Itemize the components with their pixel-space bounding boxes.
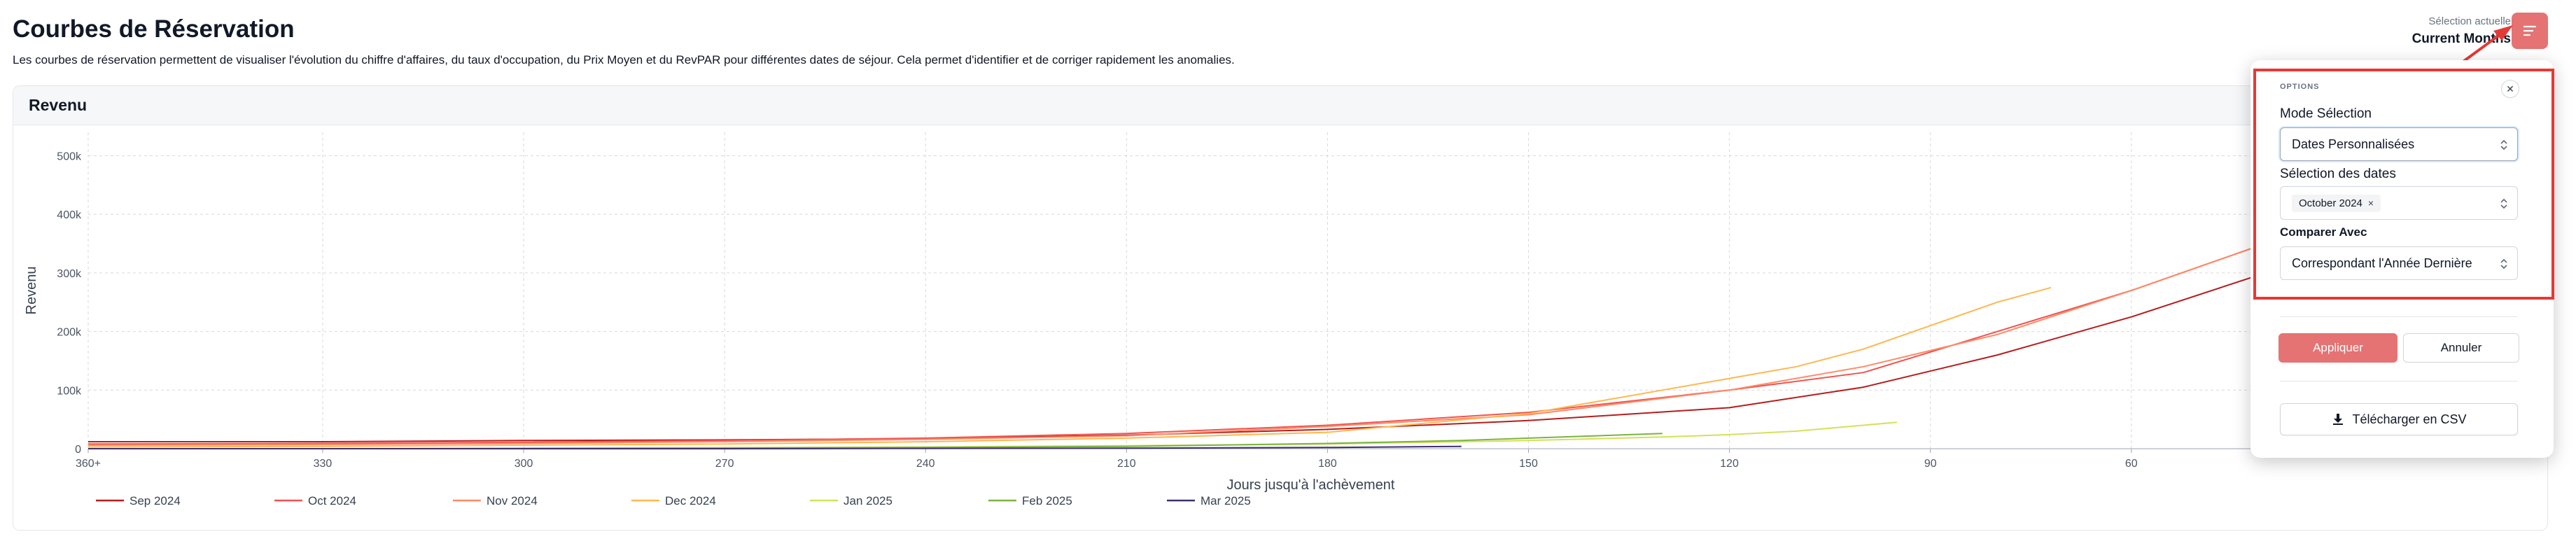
- series-line: [88, 286, 2052, 448]
- legend-label: Oct 2024: [308, 494, 356, 507]
- series-line: [88, 445, 1462, 449]
- options-menu-button[interactable]: [2512, 13, 2548, 49]
- y-tick-label: 500k: [57, 150, 82, 162]
- x-tick-label: 330: [314, 458, 332, 470]
- apply-button[interactable]: Appliquer: [2278, 333, 2398, 363]
- y-tick-label: 200k: [57, 327, 82, 339]
- date-chip: October 2024 ×: [2292, 194, 2381, 212]
- x-tick-label: 300: [514, 458, 533, 470]
- menu-lines-icon: [2523, 25, 2537, 36]
- dates-selection-select[interactable]: October 2024 ×: [2280, 186, 2518, 220]
- revenue-card: Revenu 0 100k 200k 300k 400k 500k 360+ 330 300 27…: [13, 85, 2548, 531]
- options-popup: OPTIONS ✕ Mode Sélection Dates Personnal…: [2250, 60, 2554, 458]
- download-icon: [2333, 414, 2344, 425]
- y-tick-label: 100k: [57, 385, 82, 397]
- legend-label: Jan 2025: [844, 494, 892, 507]
- legend-label: Feb 2025: [1022, 494, 1072, 507]
- download-csv-button[interactable]: Télécharger en CSV: [2280, 403, 2518, 435]
- current-selection-label: Sélection actuelle: [2428, 15, 2511, 27]
- x-tick-label: 270: [715, 458, 734, 470]
- x-tick-label: 60: [2125, 458, 2138, 470]
- legend-label: Dec 2024: [665, 494, 716, 507]
- compare-with-select[interactable]: Correspondant l'Année Dernière: [2280, 246, 2518, 280]
- date-chip-label: October 2024: [2299, 197, 2362, 209]
- date-chip-remove-icon[interactable]: ×: [2367, 197, 2374, 209]
- y-axis-label: Revenu: [24, 267, 39, 315]
- legend-label: Nov 2024: [486, 494, 538, 507]
- y-tick-label: 0: [75, 444, 81, 456]
- close-icon[interactable]: ✕: [2501, 80, 2519, 98]
- compare-with-label: Comparer Avec: [2280, 225, 2367, 239]
- mode-selection-label: Mode Sélection: [2280, 106, 2372, 121]
- x-tick-label: 90: [1924, 458, 1937, 470]
- chevron-updown-icon: [2500, 258, 2507, 270]
- dates-selection-label: Sélection des dates: [2280, 167, 2396, 181]
- legend-label: Mar 2025: [1200, 494, 1251, 507]
- chevron-updown-icon: [2500, 139, 2507, 150]
- x-tick-label: 360+: [76, 458, 101, 470]
- mode-selection-value: Dates Personnalisées: [2292, 136, 2415, 151]
- revenue-card-header: Revenu: [13, 86, 2547, 125]
- y-tick-label: 400k: [57, 209, 82, 221]
- x-tick-label: 240: [916, 458, 935, 470]
- series-line: [88, 172, 2534, 442]
- y-tick-label: 300k: [57, 268, 82, 280]
- divider: [2280, 381, 2518, 382]
- page-title: Courbes de Réservation: [13, 15, 295, 43]
- cancel-button[interactable]: Annuler: [2403, 333, 2519, 363]
- divider: [2280, 316, 2518, 317]
- chevron-updown-icon: [2500, 198, 2507, 209]
- page-description: Les courbes de réservation permettent de…: [13, 53, 1235, 66]
- x-tick-label: 210: [1117, 458, 1136, 470]
- x-axis-label: Jours jusqu'à l'achèvement: [1227, 477, 1395, 493]
- options-heading: OPTIONS: [2280, 83, 2320, 91]
- compare-with-value: Correspondant l'Année Dernière: [2292, 255, 2472, 270]
- revenue-chart: 0 100k 200k 300k 400k 500k 360+ 330 300 270 240 210…: [24, 132, 2534, 507]
- x-tick-label: 150: [1519, 458, 1538, 470]
- current-selection: Sélection actuelle Current Months: [2412, 15, 2511, 47]
- download-csv-label: Télécharger en CSV: [2352, 412, 2467, 426]
- x-tick-label: 180: [1318, 458, 1337, 470]
- x-tick-label: 120: [1720, 458, 1739, 470]
- current-selection-value: Current Months: [2412, 31, 2511, 46]
- mode-selection-select[interactable]: Dates Personnalisées: [2280, 127, 2518, 161]
- series-line: [88, 222, 2333, 446]
- legend-label: Sep 2024: [130, 494, 181, 507]
- revenue-card-title: Revenu: [29, 96, 88, 114]
